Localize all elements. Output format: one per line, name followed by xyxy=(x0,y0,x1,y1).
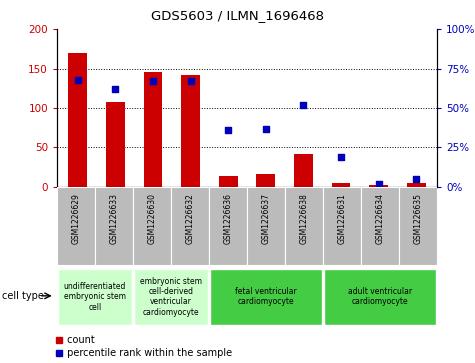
Bar xyxy=(294,154,313,187)
Text: GSM1226637: GSM1226637 xyxy=(262,193,270,244)
Bar xyxy=(323,187,361,265)
Text: GSM1226634: GSM1226634 xyxy=(376,193,384,244)
Text: embryonic stem
cell-derived
ventricular
cardiomyocyte: embryonic stem cell-derived ventricular … xyxy=(140,277,202,317)
Point xyxy=(149,78,157,84)
Bar xyxy=(219,176,238,187)
Text: GSM1226635: GSM1226635 xyxy=(414,193,422,244)
Bar xyxy=(181,75,200,187)
Text: adult ventricular
cardiomyocyte: adult ventricular cardiomyocyte xyxy=(348,287,412,306)
Bar xyxy=(95,187,133,265)
Bar xyxy=(210,269,322,325)
Point xyxy=(224,127,232,133)
Bar xyxy=(407,183,426,187)
Bar xyxy=(324,269,436,325)
Text: GSM1226629: GSM1226629 xyxy=(72,193,80,244)
Bar xyxy=(133,187,171,265)
Text: percentile rank within the sample: percentile rank within the sample xyxy=(64,348,232,358)
Bar xyxy=(58,269,132,325)
Text: fetal ventricular
cardiomyocyte: fetal ventricular cardiomyocyte xyxy=(235,287,297,306)
Bar xyxy=(143,73,162,187)
Text: GSM1226633: GSM1226633 xyxy=(110,193,118,244)
Bar xyxy=(68,53,87,187)
Bar xyxy=(134,269,208,325)
Text: cell type: cell type xyxy=(2,291,44,301)
Bar xyxy=(247,187,285,265)
Bar xyxy=(256,174,275,187)
Bar xyxy=(106,102,125,187)
Point xyxy=(337,154,345,160)
Point xyxy=(74,77,82,82)
Text: GSM1226636: GSM1226636 xyxy=(224,193,232,244)
Text: count: count xyxy=(64,335,95,346)
Bar xyxy=(361,187,399,265)
Text: GSM1226630: GSM1226630 xyxy=(148,193,156,244)
Bar xyxy=(209,187,247,265)
Point xyxy=(412,176,420,182)
Bar xyxy=(399,187,437,265)
Bar xyxy=(171,187,209,265)
Bar xyxy=(285,187,323,265)
Text: GSM1226631: GSM1226631 xyxy=(338,193,346,244)
Text: GSM1226632: GSM1226632 xyxy=(186,193,194,244)
Point xyxy=(375,181,382,187)
Point xyxy=(112,86,119,92)
Bar xyxy=(332,183,351,187)
Point xyxy=(262,126,270,131)
Text: GSM1226638: GSM1226638 xyxy=(300,193,308,244)
Point xyxy=(187,78,194,84)
Point xyxy=(300,102,307,108)
Text: undifferentiated
embryonic stem
cell: undifferentiated embryonic stem cell xyxy=(64,282,126,312)
Text: GDS5603 / ILMN_1696468: GDS5603 / ILMN_1696468 xyxy=(151,9,324,22)
Bar xyxy=(369,185,388,187)
Bar xyxy=(57,187,95,265)
